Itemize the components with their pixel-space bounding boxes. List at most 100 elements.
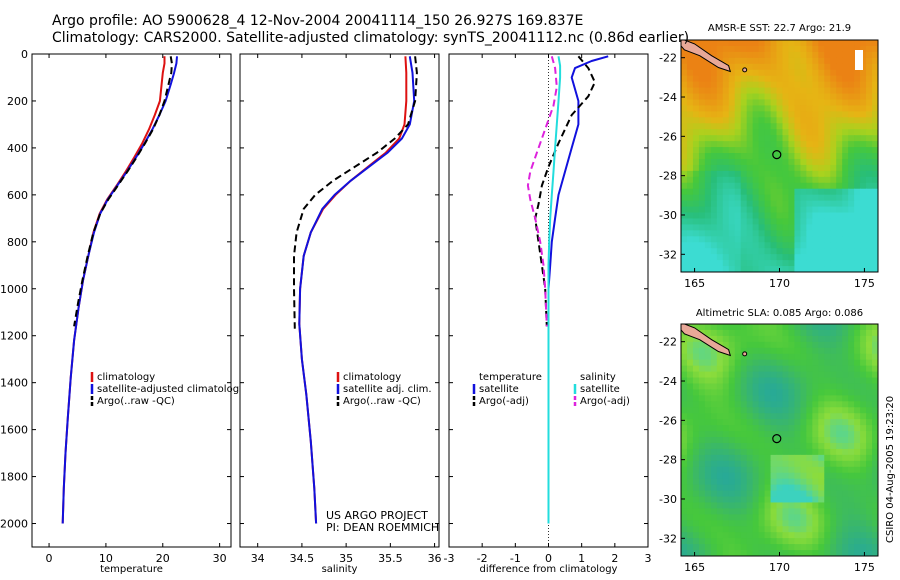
heatmap-cell — [782, 242, 790, 249]
heatmap-cell — [722, 75, 730, 83]
heatmap-cell — [854, 520, 861, 527]
heatmap-cell — [746, 176, 754, 184]
heatmap-cell — [728, 502, 736, 510]
legend-label: satellite-adjusted climatology — [97, 384, 245, 395]
heatmap-cell — [782, 105, 790, 112]
heatmap-cell — [686, 532, 694, 539]
heatmap-cell — [686, 242, 694, 249]
heatmap-cell — [794, 242, 801, 249]
heatmap-cell — [848, 63, 855, 71]
heatmap-cell — [716, 490, 724, 498]
heatmap-cell — [722, 490, 730, 498]
heatmap-cell — [752, 188, 760, 196]
heatmap-cell — [794, 484, 801, 492]
heatmap-cell — [716, 413, 724, 420]
heatmap-cell — [800, 153, 807, 160]
heatmap-cell — [848, 93, 855, 101]
heatmap-cell — [752, 496, 760, 504]
heatmap-cell — [800, 194, 807, 202]
heatmap-cell — [848, 460, 855, 468]
heatmap-cell — [698, 437, 706, 444]
heatmap-cell — [836, 75, 843, 83]
heatmap-cell — [806, 472, 813, 480]
heatmap-cell — [812, 242, 819, 249]
heatmap-cell — [872, 544, 878, 551]
heatmap-cell — [872, 117, 878, 124]
heatmap-cell — [764, 93, 772, 101]
heatmap-cell — [758, 371, 766, 379]
heatmap-cell — [716, 496, 724, 504]
heatmap-cell — [854, 105, 861, 112]
heatmap-cell — [722, 81, 730, 89]
heatmap-cell — [836, 188, 843, 196]
heatmap-cell — [710, 538, 718, 545]
heatmap-cell — [681, 520, 688, 527]
heatmap-cell — [854, 437, 861, 444]
heatmap-cell — [746, 359, 754, 367]
heatmap-cell — [704, 63, 712, 71]
heatmap-cell — [704, 182, 712, 190]
heatmap-cell — [782, 442, 790, 450]
heatmap-cell — [746, 117, 754, 124]
heatmap-cell — [788, 526, 796, 533]
heatmap-cell — [812, 329, 819, 337]
heatmap-cell — [818, 158, 825, 166]
heatmap-cell — [698, 478, 706, 486]
heatmap-cell — [716, 170, 724, 178]
heatmap-cell — [788, 218, 796, 226]
heatmap-cell — [734, 242, 742, 249]
heatmap-cell — [704, 526, 712, 533]
heatmap-cell — [836, 164, 843, 172]
heatmap-cell — [824, 532, 831, 539]
heatmap-cell — [800, 347, 807, 355]
heatmap-cell — [782, 324, 790, 331]
heatmap-cell — [758, 532, 766, 539]
heatmap-cell — [830, 460, 837, 468]
heatmap-cell — [806, 236, 813, 243]
heatmap-cell — [782, 431, 790, 438]
heatmap-cell — [782, 40, 790, 47]
heatmap-cell — [740, 371, 748, 379]
heatmap-cell — [686, 371, 694, 379]
heatmap-cell — [848, 520, 855, 527]
heatmap-cell — [848, 194, 855, 202]
heatmap-cell — [716, 111, 724, 118]
heatmap-cell — [872, 45, 878, 53]
heatmap-cell — [872, 129, 878, 136]
heatmap-cell — [710, 544, 718, 551]
heatmap-cell — [776, 75, 784, 83]
heatmap-cell — [824, 170, 831, 178]
figure-title-line1: Argo profile: AO 5900628_4 12-Nov-2004 2… — [52, 13, 584, 29]
heatmap-cell — [770, 164, 778, 172]
heatmap-cell — [842, 51, 849, 59]
heatmap-cell — [872, 200, 878, 208]
heatmap-cell — [710, 236, 718, 243]
heatmap-cell — [782, 520, 790, 527]
heatmap-cell — [698, 508, 706, 515]
heatmap-cell — [722, 170, 730, 178]
heatmap-cell — [728, 490, 736, 498]
heatmap-cell — [818, 111, 825, 118]
heatmap-cell — [710, 45, 718, 53]
heatmap-cell — [764, 236, 772, 243]
heatmap-cell — [758, 153, 766, 160]
heatmap-cell — [686, 218, 694, 226]
heatmap-cell — [728, 266, 736, 272]
heatmap-cell — [710, 401, 718, 408]
heatmap-cell — [848, 111, 855, 118]
heatmap-cell — [860, 200, 867, 208]
heatmap-cell — [812, 347, 819, 355]
heatmap-cell — [788, 448, 796, 456]
heatmap-cell — [842, 329, 849, 337]
heatmap-cell — [698, 371, 706, 379]
heatmap-cell — [794, 395, 801, 402]
heatmap-cell — [698, 365, 706, 373]
heatmap-cell — [818, 377, 825, 385]
heatmap-cell — [698, 212, 706, 220]
heatmap-cell — [728, 63, 736, 71]
heatmap-cell — [830, 324, 837, 331]
heatmap-cell — [866, 158, 873, 166]
heatmap-cell — [812, 365, 819, 373]
heatmap-cell — [728, 389, 736, 396]
heatmap-cell — [866, 532, 873, 539]
